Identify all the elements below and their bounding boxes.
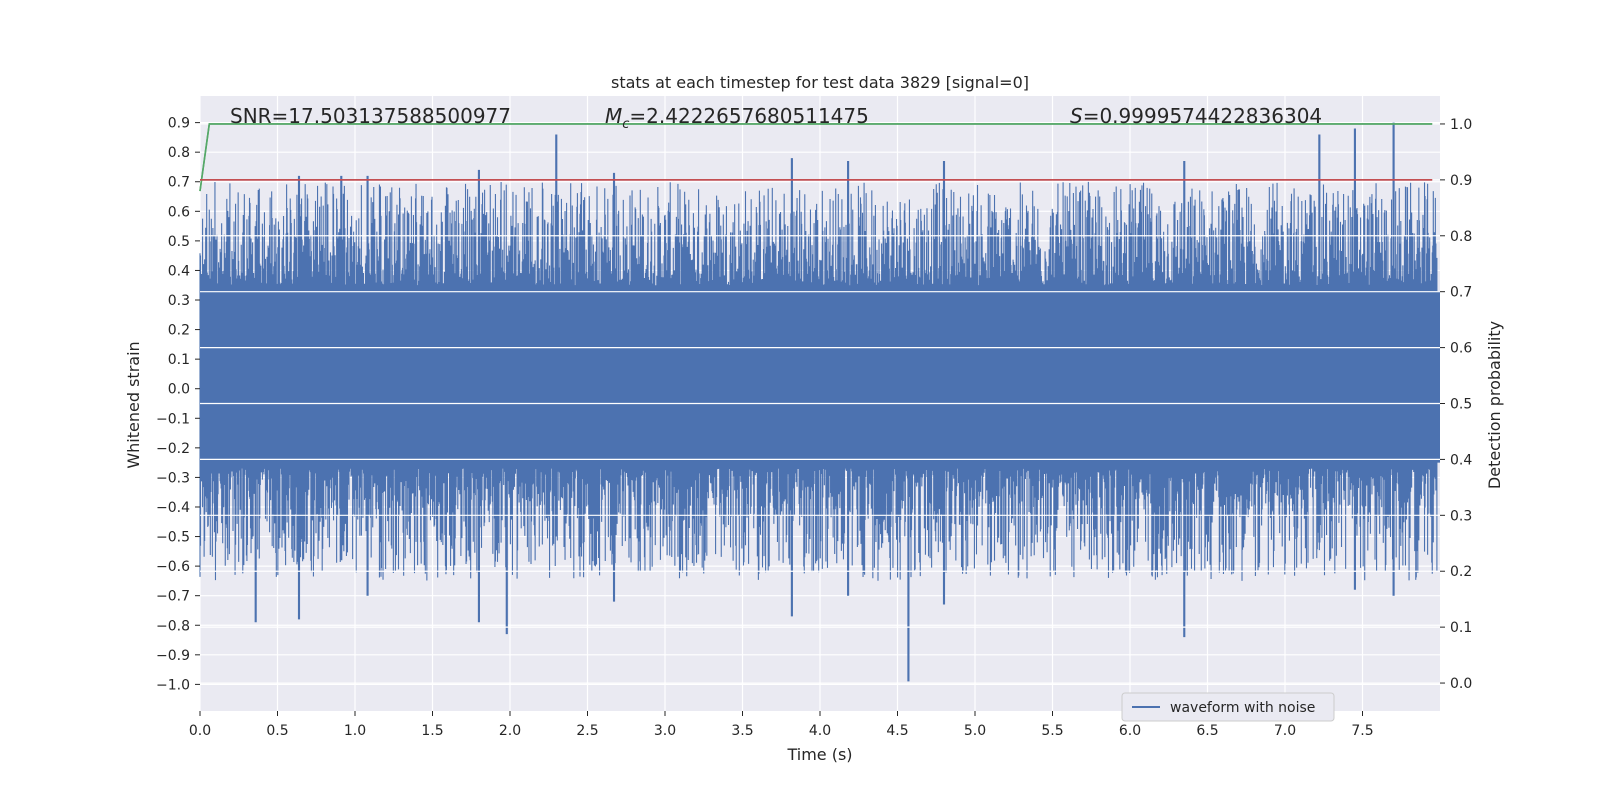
y2-tick-label: 0.4	[1450, 452, 1472, 468]
legend-box	[1121, 692, 1335, 722]
s-annotation: S=0.9999574422836304	[1070, 104, 1322, 128]
y2-axis-ticks: 1.0 0.9 0.8 0.7 0.6 0.5 0.4 0.3 0.2 0.1 0.0	[1440, 117, 1472, 692]
y-tick-label: −0.5	[156, 530, 190, 546]
x-tick-label: 4.5	[886, 723, 908, 739]
x-tick-label: 0.0	[189, 723, 211, 739]
chart-title: stats at each timestep for test data 382…	[611, 73, 1029, 92]
y-tick-label: −1.0	[156, 677, 190, 693]
waveform-core	[200, 291, 1440, 463]
y-tick-label: −0.9	[156, 648, 190, 664]
y2-tick-label: 0.2	[1450, 564, 1472, 580]
y2-tick-label: 0.8	[1450, 229, 1472, 245]
snr-annotation: SNR=17.503137588500977	[230, 104, 511, 128]
y-tick-label: 0.8	[168, 145, 190, 161]
y-tick-label: 0.1	[168, 352, 190, 368]
y-tick-label: 0.6	[168, 204, 190, 220]
y-tick-label: −0.1	[156, 411, 190, 427]
x-axis-label: Time (s)	[786, 745, 852, 764]
y-tick-label: −0.4	[156, 500, 190, 516]
s-value: =0.9999574422836304	[1083, 104, 1322, 128]
y-tick-label: −0.3	[156, 470, 190, 486]
y-tick-label: −0.7	[156, 589, 190, 605]
y-tick-label: 0.4	[168, 263, 190, 279]
y-tick-label: −0.8	[156, 618, 190, 634]
y-tick-label: 0.5	[168, 234, 190, 250]
y-tick-label: 0.9	[168, 116, 190, 132]
x-tick-label: 5.5	[1041, 723, 1063, 739]
chirp-mass-value: =2.4222657680511475	[629, 104, 868, 128]
legend-label: waveform with noise	[1170, 700, 1315, 716]
x-tick-label: 3.0	[654, 723, 676, 739]
y-axis-ticks: 0.9 0.8 0.7 0.6 0.5 0.4 0.3 0.2 0.1 0.0 −0.1 −0.2 −0…	[156, 116, 200, 693]
y2-tick-label: 0.6	[1450, 341, 1472, 357]
x-tick-label: 3.5	[731, 723, 753, 739]
waveform-series	[199, 122, 1440, 682]
y2-axis-label: Detection probability	[1485, 321, 1504, 489]
y2-tick-label: 0.5	[1450, 397, 1472, 413]
probability-series	[199, 123, 1440, 684]
y2-tick-label: 0.0	[1450, 676, 1472, 692]
x-tick-label: 4.0	[809, 723, 831, 739]
x-tick-label: 2.5	[576, 723, 598, 739]
y2-tick-label: 0.7	[1450, 285, 1472, 301]
s-symbol: S	[1070, 104, 1083, 128]
x-tick-label: 7.0	[1274, 723, 1296, 739]
x-tick-label: 2.0	[499, 723, 521, 739]
detection-probability-line	[199, 123, 1433, 192]
y-tick-label: 0.3	[168, 293, 190, 309]
x-tick-label: 1.5	[421, 723, 443, 739]
chirp-mass-annotation: Mc=2.4222657680511475	[605, 104, 869, 132]
x-tick-label: 0.5	[266, 723, 288, 739]
y-axis-label: Whitened strain	[124, 341, 143, 468]
legend: waveform with noise	[1121, 692, 1335, 722]
y2-tick-label: 0.3	[1450, 508, 1472, 524]
chirp-mass-symbol: M	[605, 104, 622, 128]
x-tick-label: 6.0	[1119, 723, 1141, 739]
y-tick-label: 0.0	[168, 382, 190, 398]
x-tick-label: 5.0	[964, 723, 986, 739]
y-tick-label: −0.6	[156, 559, 190, 575]
x-tick-label: 7.5	[1351, 723, 1373, 739]
x-tick-label: 1.0	[344, 723, 366, 739]
y-tick-label: 0.7	[168, 175, 190, 191]
y2-tick-label: 0.9	[1450, 173, 1472, 189]
y2-tick-label: 1.0	[1450, 117, 1472, 133]
chirp-mass-subscript: c	[622, 117, 629, 132]
y2-tick-label: 0.1	[1450, 620, 1472, 636]
y-tick-label: −0.2	[156, 441, 190, 457]
y-tick-label: 0.2	[168, 323, 190, 339]
x-tick-label: 6.5	[1196, 723, 1218, 739]
